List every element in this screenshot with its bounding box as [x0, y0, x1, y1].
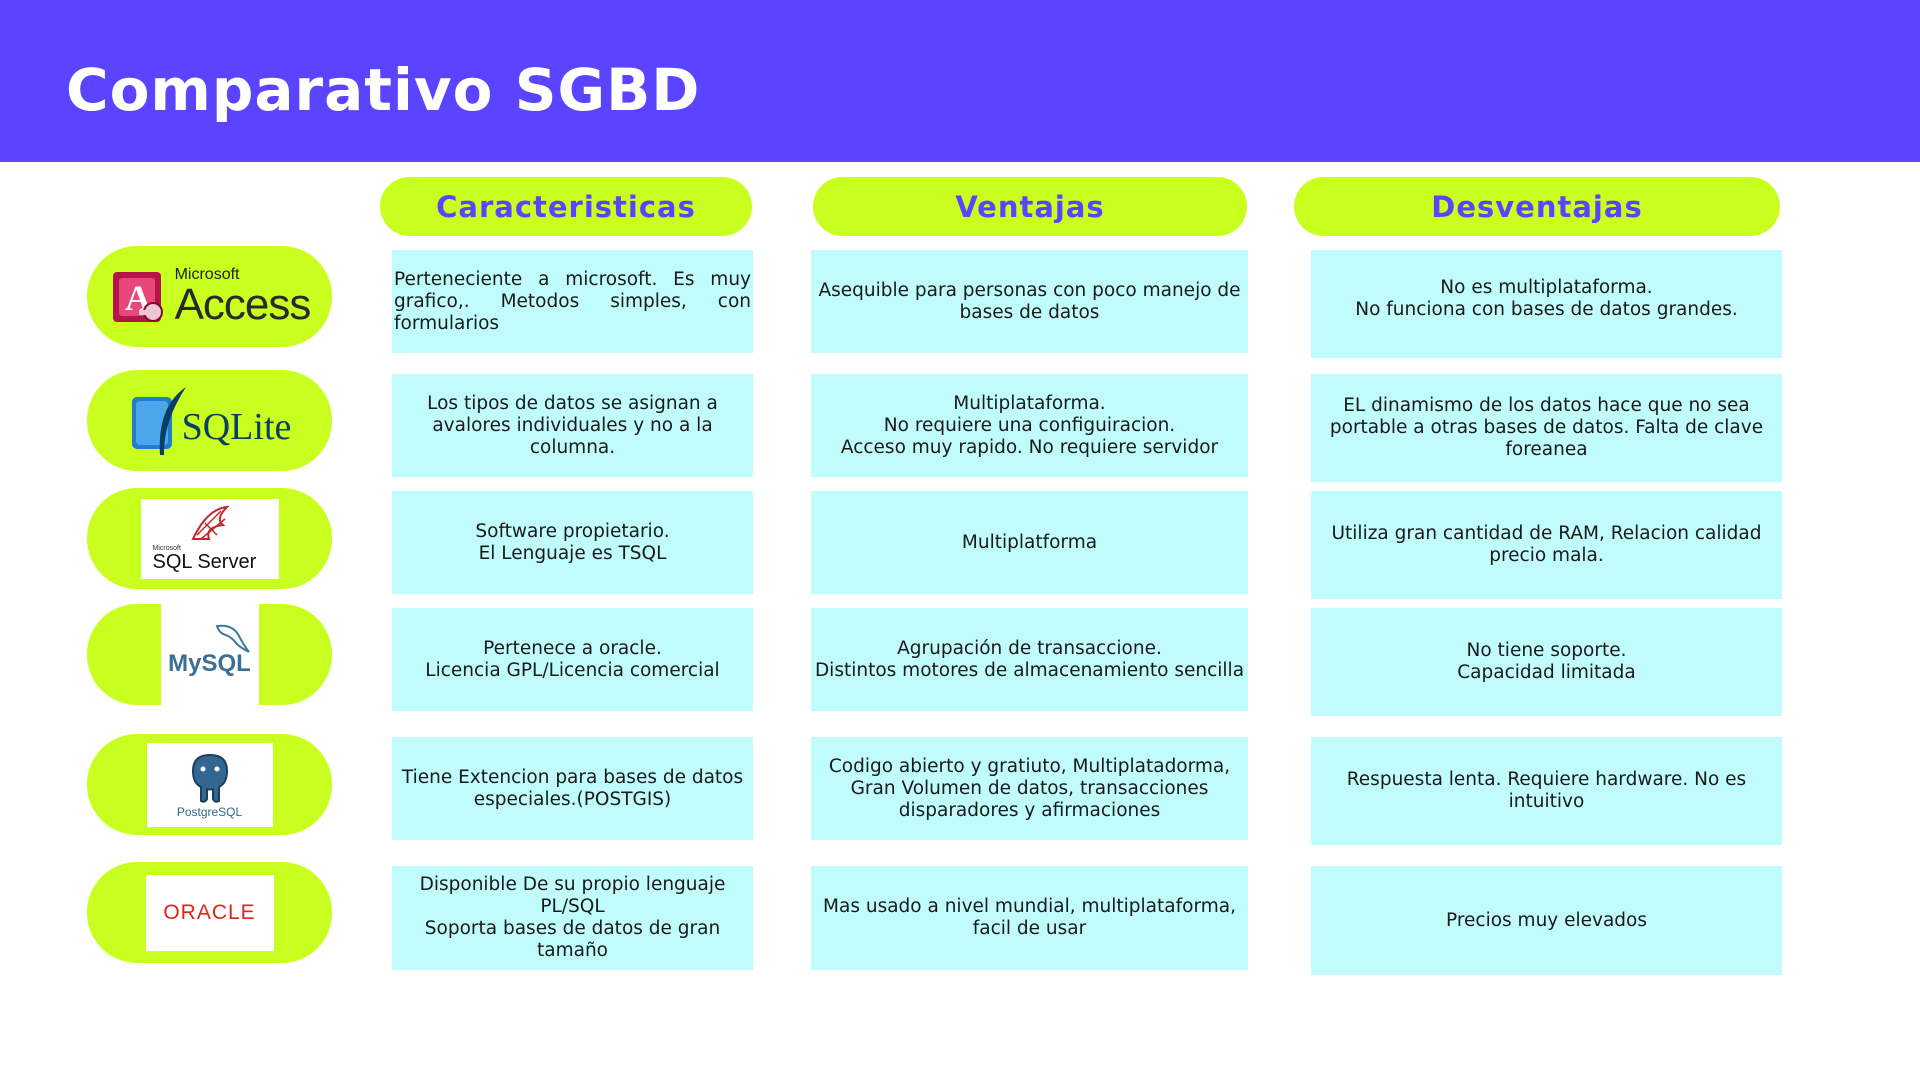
mysql-dolphin-icon [215, 624, 250, 653]
logo-pill-oracle: ORACLE [87, 862, 332, 963]
access-brand-text: Microsoft [174, 265, 240, 283]
column-header-desventajas: Desventajas [1294, 177, 1780, 236]
cell-mysql-desventajas: No tiene soporte. Capacidad limitada [1311, 608, 1782, 716]
cell-postgresql-ventajas: Codigo abierto y gratiuto, Multiplatador… [811, 737, 1248, 840]
postgresql-elephant-icon [191, 753, 228, 803]
column-header-ventajas: Ventajas [813, 177, 1247, 236]
cell-postgresql-desventajas: Respuesta lenta. Requiere hardware. No e… [1311, 737, 1782, 845]
cell-oracle-desventajas: Precios muy elevados [1311, 866, 1782, 975]
cell-sqlite-ventajas: Multiplataforma. No requiere una configu… [811, 374, 1248, 477]
access-key-icon: A [112, 271, 163, 322]
sqlserver-brand-text: Microsoft [152, 545, 181, 552]
cell-mysql-ventajas: Agrupación de transaccione. Distintos mo… [811, 608, 1248, 711]
cell-sqlserver-caracteristicas: Software propietario. El Lenguaje es TSQ… [392, 491, 753, 594]
access-name-text: Access [174, 279, 312, 329]
sqlite-feather-icon [131, 386, 186, 455]
mysql-logo: MySQL [160, 604, 259, 705]
access-logo: A Microsoft Access [109, 266, 311, 328]
cell-access-desventajas: No es multiplataforma. No funciona con b… [1311, 250, 1782, 358]
cell-sqlite-caracteristicas: Los tipos de datos se asignan a avalores… [392, 374, 753, 477]
sqlserver-icon [190, 505, 230, 540]
logo-pill-access: A Microsoft Access [87, 246, 332, 347]
logo-pill-sqlserver: Microsoft SQL Server [87, 488, 332, 589]
sqlserver-logo: Microsoft SQL Server [140, 498, 279, 579]
oracle-logo: ORACLE [145, 874, 274, 951]
oracle-name-text: ORACLE [163, 900, 256, 924]
cell-mysql-caracteristicas: Pertenece a oracle. Licencia GPL/Licenci… [392, 608, 753, 711]
cell-oracle-ventajas: Mas usado a nivel mundial, multiplatafor… [811, 866, 1248, 970]
logo-pill-sqlite: SQLite [87, 370, 332, 471]
cell-access-caracteristicas: Perteneciente a microsoft. Es muy grafic… [392, 250, 753, 353]
postgresql-name-text: PostgreSQL [176, 804, 243, 819]
sqlserver-name-text: SQL Server [152, 551, 257, 573]
cell-postgresql-caracteristicas: Tiene Extencion para bases de datos espe… [392, 737, 753, 840]
mysql-name-text: MySQL [168, 649, 251, 677]
sqlite-logo: SQLite [128, 385, 292, 457]
cell-access-ventajas: Asequible para personas con poco manejo … [811, 250, 1248, 353]
logo-pill-mysql: MySQL [87, 604, 332, 705]
cell-oracle-caracteristicas: Disponible De su propio lenguaje PL/SQL … [392, 866, 753, 970]
cell-sqlserver-ventajas: Multiplatforma [811, 491, 1248, 594]
cell-sqlite-desventajas: EL dinamismo de los datos hace que no se… [1311, 374, 1782, 482]
postgresql-logo: PostgreSQL [146, 742, 273, 827]
sqlite-name-text: SQLite [181, 405, 292, 448]
cell-sqlserver-desventajas: Utiliza gran cantidad de RAM, Relacion c… [1311, 491, 1782, 599]
logo-pill-postgresql: PostgreSQL [87, 734, 332, 835]
header-banner: Comparativo SGBD [0, 0, 1920, 162]
column-header-caracteristicas: Caracteristicas [380, 177, 752, 236]
page-title: Comparativo SGBD [66, 56, 701, 124]
